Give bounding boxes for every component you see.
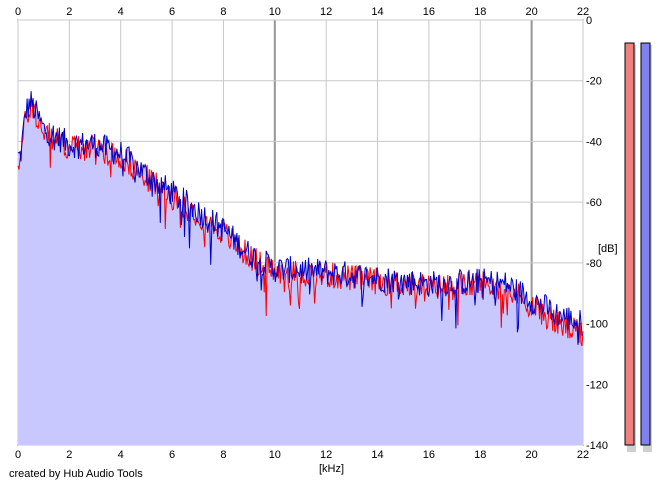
meter-bar-right bbox=[640, 42, 651, 446]
x-tick-label-bottom: 8 bbox=[220, 449, 226, 461]
meter-bar-left bbox=[624, 42, 635, 446]
y-tick-label: -40 bbox=[586, 136, 602, 148]
x-tick-label-bottom: 22 bbox=[577, 449, 589, 461]
x-tick-label-top: 4 bbox=[118, 6, 124, 18]
x-tick-label-bottom: 2 bbox=[66, 449, 72, 461]
x-tick-label-top: 14 bbox=[371, 6, 383, 18]
x-tick-label-top: 22 bbox=[577, 6, 589, 18]
x-tick-label-bottom: 12 bbox=[320, 449, 332, 461]
tick-labels: 002244668810101212141416161818202022220-… bbox=[15, 6, 608, 461]
y-axis-label: [dB] bbox=[598, 243, 618, 255]
x-tick-label-top: 2 bbox=[66, 6, 72, 18]
series-line-right bbox=[17, 91, 584, 345]
x-axis-label: [kHz] bbox=[319, 463, 344, 475]
y-tick-label: -80 bbox=[586, 258, 602, 270]
y-tick-label: -20 bbox=[586, 76, 602, 88]
x-tick-label-bottom: 6 bbox=[169, 449, 175, 461]
y-tick-label: -100 bbox=[586, 319, 608, 331]
x-tick-label-top: 12 bbox=[320, 6, 332, 18]
x-tick-label-top: 20 bbox=[526, 6, 538, 18]
x-tick-label-bottom: 16 bbox=[423, 449, 435, 461]
x-tick-label-top: 18 bbox=[474, 6, 486, 18]
x-tick-label-top: 6 bbox=[169, 6, 175, 18]
x-tick-label-bottom: 14 bbox=[371, 449, 383, 461]
credit-caption: created by Hub Audio Tools bbox=[9, 468, 143, 480]
x-tick-label-bottom: 18 bbox=[474, 449, 486, 461]
x-tick-label-top: 16 bbox=[423, 6, 435, 18]
level-meters bbox=[624, 42, 652, 452]
x-tick-label-top: 8 bbox=[220, 6, 226, 18]
x-tick-label-bottom: 10 bbox=[269, 449, 281, 461]
y-tick-label: -120 bbox=[586, 379, 608, 391]
x-tick-label-top: 0 bbox=[15, 6, 21, 18]
x-tick-label-bottom: 4 bbox=[118, 449, 124, 461]
x-tick-label-top: 10 bbox=[269, 6, 281, 18]
x-tick-label-bottom: 0 bbox=[15, 449, 21, 461]
series-line-left bbox=[17, 97, 584, 347]
y-tick-label: 0 bbox=[586, 15, 592, 27]
y-tick-label: -140 bbox=[586, 440, 608, 452]
y-tick-label: -60 bbox=[586, 197, 602, 209]
x-tick-label-bottom: 20 bbox=[526, 449, 538, 461]
